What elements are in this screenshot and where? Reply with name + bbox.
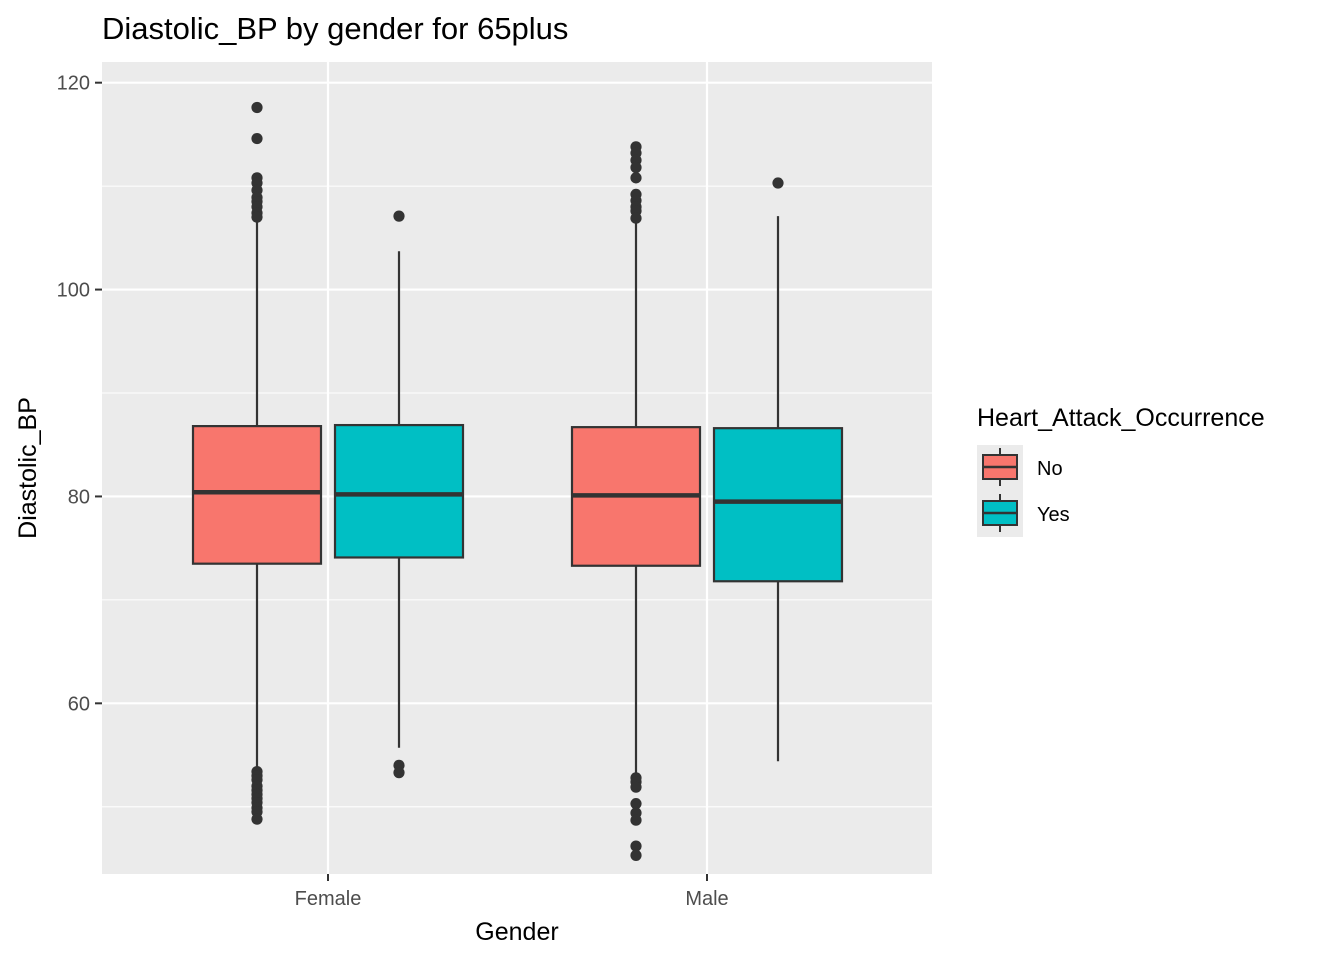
legend-label: No: [1037, 458, 1063, 480]
y-axis: 60 80 100 120: [57, 73, 102, 715]
chart-title: Diastolic_BP by gender for 65plus: [102, 11, 568, 46]
outlier-point: [393, 767, 405, 779]
minor-gridlines: [102, 185, 932, 808]
outlier-point: [251, 813, 263, 825]
outlier-point: [630, 814, 642, 826]
legend-label: Yes: [1037, 504, 1070, 526]
y-tick-label: 80: [68, 486, 90, 508]
outlier-point: [251, 101, 263, 114]
outlier-point: [772, 177, 784, 189]
x-axis-title: Gender: [475, 918, 558, 946]
outlier-point: [630, 161, 642, 174]
iqr-box: [191, 425, 323, 565]
x-tick-label: Male: [685, 888, 728, 910]
outlier-point: [630, 212, 642, 224]
legend: Heart_Attack_Occurrence No Yes: [977, 404, 1265, 537]
outlier-point: [251, 211, 263, 223]
iqr-box: [712, 427, 844, 583]
iqr-box: [333, 423, 465, 559]
box-group: [191, 101, 844, 861]
x-tick-label: Female: [295, 888, 362, 910]
y-tick-label: 120: [57, 73, 90, 95]
y-tick-label: 100: [57, 280, 90, 302]
y-axis-title: Diastolic_BP: [14, 397, 42, 539]
legend-title: Heart_Attack_Occurrence: [977, 404, 1265, 432]
outlier-point: [630, 781, 642, 793]
y-tick-label: 60: [68, 693, 90, 715]
outlier-point: [630, 172, 642, 184]
outlier-point: [251, 132, 263, 145]
outlier-point: [630, 840, 642, 852]
outlier-point: [630, 849, 642, 861]
outlier-point: [630, 798, 642, 810]
outlier-point: [393, 210, 405, 222]
x-axis: Female Male: [295, 874, 729, 910]
